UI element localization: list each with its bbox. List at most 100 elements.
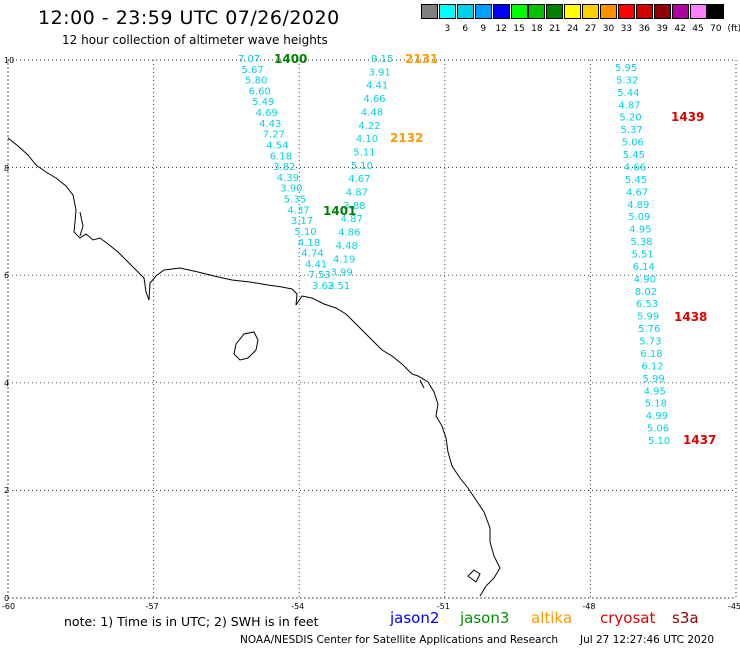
colorbar-label: 9	[480, 24, 487, 34]
coastline	[7, 137, 501, 597]
wave-height-value: 5.11	[353, 147, 375, 158]
wave-height-value: 5.76	[638, 324, 660, 335]
colorbar-label: 3	[444, 24, 451, 34]
wave-height-value: 4.86	[338, 228, 360, 239]
credit-timestamp: Jul 27 12:27:46 UTC 2020	[580, 634, 715, 646]
wave-height-value: 4.37	[287, 205, 309, 216]
lat-lon-grid	[7, 59, 737, 599]
wave-height-value: 4.48	[336, 241, 358, 252]
altimeter-tracks: 7.075.675.806.605.494.694.437.274.546.18…	[238, 52, 716, 447]
wave-height-value: 5.80	[245, 76, 267, 87]
wave-height-value: 5.06	[647, 424, 669, 435]
wave-height-value: 5.32	[616, 75, 638, 86]
wave-height-value: 3.88	[343, 201, 365, 212]
colorbar-label: 36	[638, 24, 651, 34]
wave-height-value: 4.69	[256, 108, 278, 119]
wave-height-value: 4.66	[363, 94, 385, 105]
wave-height-value: 4.10	[356, 134, 378, 145]
colorbar-label: 12	[495, 24, 507, 34]
colorbar-label: 45	[692, 24, 704, 34]
wave-height-value: 5.10	[351, 161, 373, 172]
colorbar-label: 39	[656, 24, 668, 34]
wave-height-value: 6.53	[636, 299, 658, 310]
lon-tick-label: -45	[728, 602, 740, 611]
wave-height-value: 5.18	[645, 399, 667, 410]
track-2131: 9.15 3.91 4.41 4.66 4.48 4.22 4.10 5.11 5.10 4.67…	[328, 52, 438, 292]
wave-height-value: 4.48	[361, 107, 383, 118]
lon-tick-label: -57	[145, 602, 159, 611]
colorbar-swatch	[617, 4, 635, 19]
wave-height-value: 4.87	[346, 188, 368, 199]
wave-height-value: 4.74	[301, 249, 323, 260]
wave-height-value: 5.45	[625, 175, 647, 186]
wave-height-value: 4.22	[358, 121, 380, 132]
wave-height-value: 4.87	[618, 100, 640, 111]
pass-label: 2131	[405, 52, 438, 66]
colorbar-swatch	[707, 4, 725, 19]
colorbar-label: 21	[549, 24, 561, 34]
lat-tick-label: 0	[4, 594, 10, 603]
colorbar-label: 42	[674, 24, 686, 34]
wave-height-value: 4.90	[634, 274, 656, 285]
wave-height-value: 4.41	[305, 259, 327, 270]
track-1438: 1438	[674, 310, 707, 324]
colorbar-label: 15	[513, 24, 525, 34]
wave-height-value: 3.62	[312, 281, 334, 292]
wave-height-value: 5.38	[630, 237, 652, 248]
lat-tick-label: 10	[4, 56, 15, 65]
colorbar-label: 33	[620, 24, 633, 34]
chart-subtitle: 12 hour collection of altimeter wave hei…	[62, 33, 328, 47]
pass-label: 2132	[390, 131, 423, 145]
pass-label: 1439	[671, 110, 704, 124]
colorbar-swatch	[456, 4, 474, 19]
wave-height-value: 4.67	[626, 187, 648, 198]
colorbar-swatch	[546, 4, 564, 19]
satellite-jason3: jason3	[460, 609, 510, 627]
satellite-altika: altika	[531, 609, 573, 627]
wave-height-value: 3.17	[291, 216, 313, 227]
colorbar-label: 30	[602, 24, 615, 34]
track-1401: 1401	[323, 204, 356, 218]
chart-title: 12:00 - 23:59 UTC 07/26/2020	[38, 7, 340, 29]
wave-height-value: 3.99	[331, 268, 353, 279]
wave-height-value: 9.15	[371, 54, 393, 65]
colorbar-unit: (ft)	[727, 24, 740, 34]
colorbar-swatch	[421, 4, 438, 19]
lon-tick-label: -48	[582, 602, 596, 611]
lat-tick-label: 4	[4, 378, 10, 388]
wave-height-value: 5.73	[639, 337, 661, 348]
colorbar-label: 24	[566, 24, 579, 34]
colorbar-label: 70	[710, 24, 722, 34]
satellite-cryosat: cryosat	[600, 609, 656, 627]
pass-label: 1401	[323, 204, 356, 218]
wave-height-value: 5.95	[615, 63, 637, 74]
colorbar-swatch	[600, 4, 617, 19]
lat-tick-label: 8	[4, 163, 10, 173]
lat-tick-label: 6	[4, 271, 10, 281]
wave-height-value: 6.18	[640, 349, 662, 360]
wave-height-value: 6.12	[641, 361, 663, 372]
wave-height-value: 4.41	[366, 81, 388, 92]
wave-height-value: 4.89	[627, 200, 649, 211]
wave-height-value: 5.45	[623, 150, 645, 161]
wave-height-value: 4.66	[624, 162, 646, 173]
pass-label: 1437	[683, 433, 716, 447]
footer-note: note: 1) Time is in UTC; 2) SWH is in fe…	[64, 614, 319, 629]
wave-height-value: 4.87	[341, 214, 363, 225]
wave-height-value: 6.14	[633, 262, 655, 273]
wave-height-value: 5.49	[252, 97, 274, 108]
lon-tick-label: -54	[291, 602, 305, 611]
wave-height-value: 5.99	[637, 312, 659, 323]
wave-height-value: 4.99	[646, 411, 668, 422]
lon-tick-label: -60	[2, 602, 16, 611]
colorbar-swatch	[671, 4, 689, 19]
wave-height-value: 5.67	[242, 65, 264, 76]
wave-height-value: 4.39	[277, 173, 299, 184]
wave-height-value: 5.37	[621, 125, 643, 136]
wave-height-value: 5.06	[622, 138, 644, 149]
satellite-jason2: jason2	[390, 609, 440, 627]
lon-tick-label: -51	[436, 602, 450, 611]
colorbar-swatch	[510, 4, 528, 19]
wave-height-value: 4.19	[333, 254, 355, 265]
